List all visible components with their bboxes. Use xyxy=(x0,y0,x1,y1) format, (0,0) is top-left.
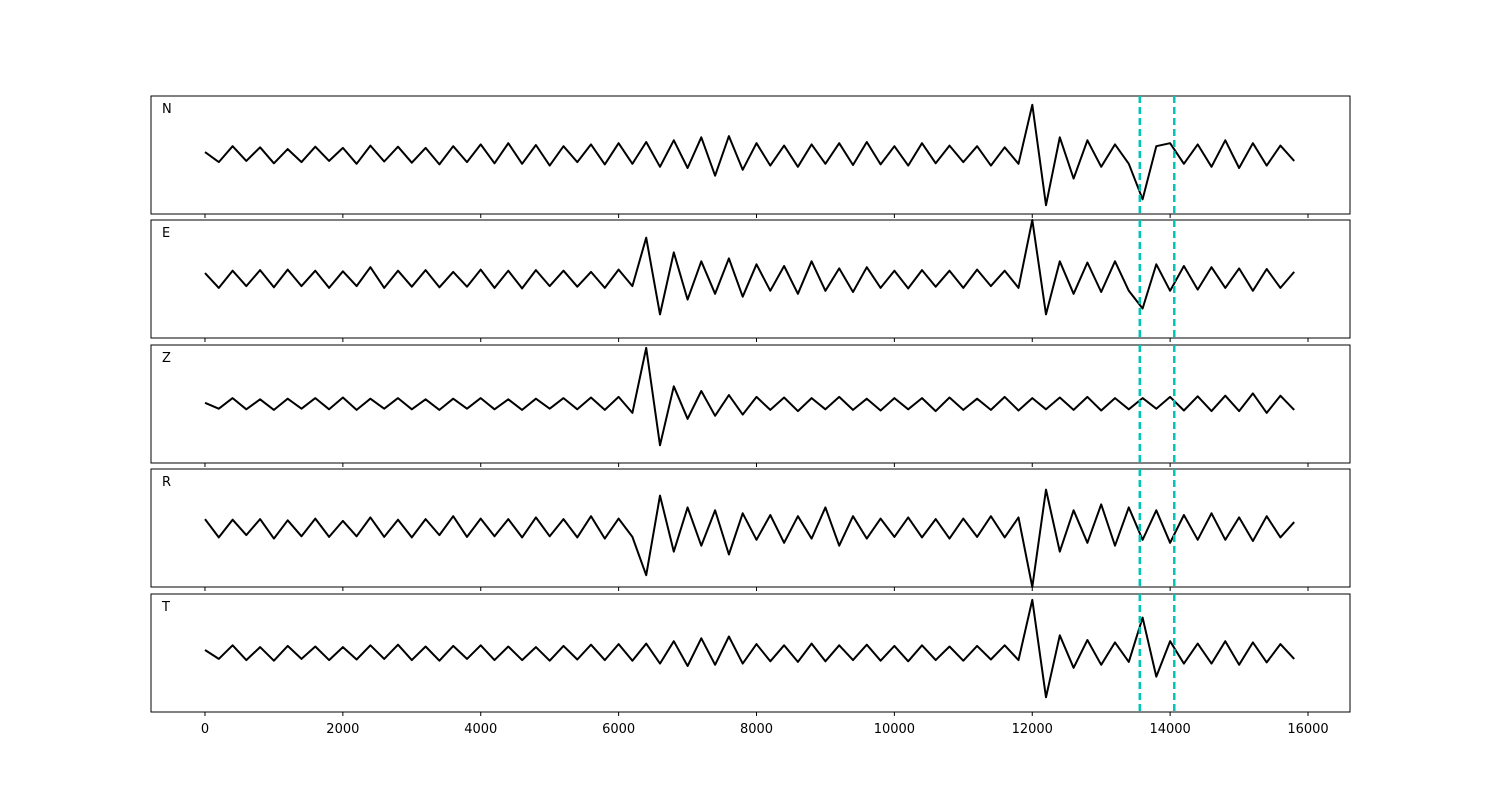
waveform xyxy=(204,103,1295,207)
x-tick-label: 8000 xyxy=(740,722,773,737)
x-tick-label: 14000 xyxy=(1149,722,1190,737)
x-tick-label: 16000 xyxy=(1287,722,1328,737)
x-tick-label: 10000 xyxy=(874,722,915,737)
x-tick-label: 0 xyxy=(201,722,209,737)
x-tick-label: 12000 xyxy=(1012,722,1053,737)
waveform xyxy=(204,346,1295,447)
x-tick-label: 4000 xyxy=(464,722,497,737)
waveform xyxy=(204,488,1295,588)
channel-label: E xyxy=(162,226,170,241)
channel-label: T xyxy=(161,600,170,615)
x-tick-label: 2000 xyxy=(326,722,359,737)
x-tick-label: 6000 xyxy=(602,722,635,737)
channel-label: Z xyxy=(162,351,171,366)
waveform xyxy=(204,598,1295,699)
channel-label: N xyxy=(162,102,172,117)
channel-label: R xyxy=(162,475,171,490)
waveform xyxy=(204,219,1295,316)
